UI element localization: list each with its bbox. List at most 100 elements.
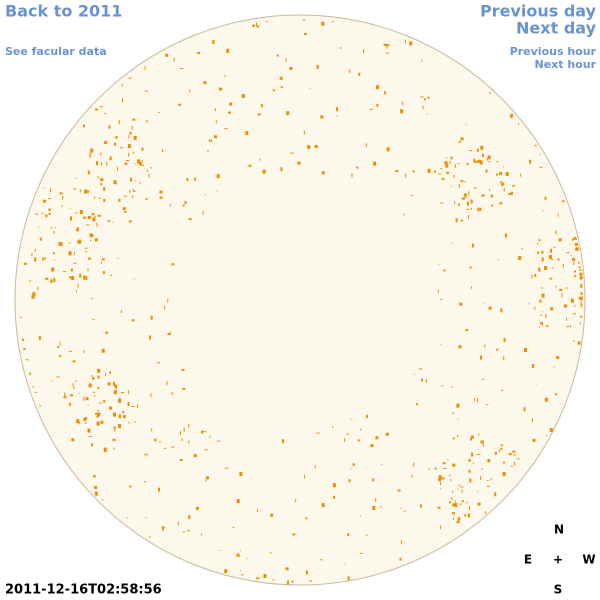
facula [97, 410, 100, 412]
facula [98, 197, 101, 199]
facula [332, 426, 333, 429]
facula [303, 474, 305, 479]
facula [216, 174, 220, 179]
previous-hour-link[interactable]: Previous hour [510, 45, 597, 58]
facula [92, 376, 95, 380]
facula [31, 294, 35, 299]
facula [224, 128, 228, 130]
facula [471, 452, 474, 457]
back-link[interactable]: Back to 2011 [5, 2, 122, 21]
facula [119, 397, 121, 401]
facula [88, 436, 92, 437]
facula [458, 140, 461, 143]
facula [466, 208, 470, 210]
next-hour-link[interactable]: Next hour [535, 58, 597, 71]
previous-day-link[interactable]: Previous day [480, 2, 597, 21]
facula [205, 479, 207, 482]
facula [87, 170, 90, 175]
facula [129, 485, 132, 488]
facula [239, 550, 241, 552]
facula [31, 253, 33, 257]
next-day-link[interactable]: Next day [516, 19, 597, 38]
facula [183, 427, 185, 432]
facula [58, 241, 60, 246]
facula [272, 89, 275, 92]
facula [514, 461, 516, 466]
facula [494, 492, 497, 497]
facula [454, 500, 456, 503]
facula [63, 271, 66, 273]
facula [52, 252, 55, 255]
facula [461, 197, 465, 200]
facula [139, 182, 142, 184]
facula [171, 392, 173, 396]
facula [34, 248, 36, 252]
facula [379, 506, 382, 508]
facula [372, 506, 376, 510]
facula [138, 161, 142, 166]
facula [56, 376, 60, 378]
facula [486, 480, 489, 482]
facula [84, 189, 88, 194]
facula [94, 491, 98, 496]
facula [239, 471, 243, 476]
facula [503, 166, 505, 168]
facula [468, 459, 471, 462]
facula [578, 261, 581, 263]
facula [309, 580, 313, 582]
facula [574, 304, 576, 307]
facula [405, 173, 407, 178]
facula [127, 390, 129, 395]
facula [140, 165, 144, 166]
facula [100, 183, 103, 186]
facula [376, 85, 379, 90]
facula [44, 257, 46, 259]
facula [257, 509, 258, 513]
facula [37, 286, 39, 290]
facula [112, 221, 114, 223]
facula [457, 418, 459, 420]
facula [491, 204, 494, 207]
facula [482, 153, 484, 157]
facula [452, 490, 454, 493]
facula [124, 211, 127, 213]
facula [573, 237, 577, 239]
facula [532, 438, 536, 442]
facula [443, 269, 446, 272]
facula [113, 447, 115, 450]
facular-link[interactable]: See facular data [5, 45, 107, 58]
facula [69, 207, 71, 209]
facula [144, 454, 147, 456]
facula [74, 251, 75, 255]
facula [72, 383, 74, 388]
facula [25, 359, 29, 361]
facula [195, 506, 199, 510]
facula [150, 393, 152, 398]
facula [579, 322, 581, 325]
facula [214, 108, 216, 112]
facula [83, 350, 85, 354]
facula [486, 485, 490, 487]
facula [144, 90, 148, 92]
facula [454, 201, 455, 205]
facula [346, 433, 350, 435]
facula [280, 86, 283, 89]
facula [548, 255, 552, 259]
facula [358, 72, 361, 76]
facula [19, 316, 22, 318]
facula [79, 421, 81, 425]
facula [97, 375, 100, 379]
facula [103, 186, 106, 191]
facula [458, 184, 460, 188]
facula [475, 160, 479, 163]
facula [321, 503, 325, 508]
facula [270, 551, 272, 554]
facula [331, 21, 334, 23]
facula [245, 131, 249, 135]
facula [158, 487, 160, 492]
facula [551, 259, 554, 260]
facula [120, 310, 122, 313]
facula [385, 432, 389, 436]
facula [54, 259, 56, 261]
